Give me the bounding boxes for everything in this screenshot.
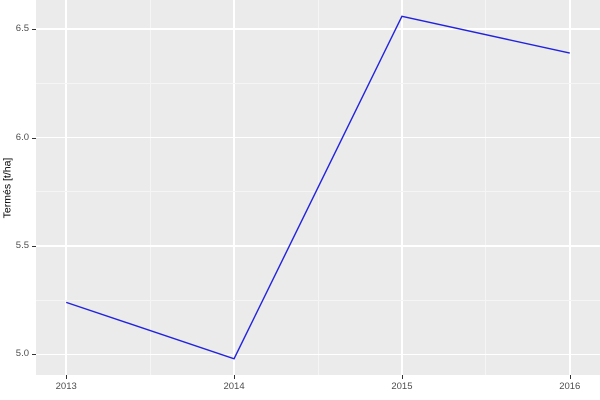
gridline-major-vertical bbox=[568, 0, 571, 375]
gridline-minor-vertical bbox=[149, 0, 151, 375]
gridline-minor-horizontal bbox=[36, 83, 600, 84]
y-axis-title-label: Termés [t/ha] bbox=[1, 157, 14, 218]
x-axis-tick-label: 2013 bbox=[55, 381, 77, 392]
y-axis-tick-mark bbox=[32, 246, 36, 247]
y-axis-title: Termés [t/ha] bbox=[0, 0, 14, 375]
gridline-major-vertical bbox=[233, 0, 235, 375]
gridline-major-vertical bbox=[65, 0, 67, 375]
y-axis-tick-label: 5.5 bbox=[15, 240, 29, 252]
x-axis-tick-mark bbox=[66, 375, 67, 379]
y-axis-tick-label: 6.0 bbox=[15, 131, 29, 143]
x-axis-tick-mark bbox=[234, 375, 235, 379]
x-axis-tick-mark bbox=[570, 375, 571, 379]
gridline-minor-horizontal bbox=[36, 191, 600, 193]
y-axis-tick-mark bbox=[32, 29, 36, 30]
x-axis-tick-mark bbox=[402, 375, 403, 379]
gridline-major-vertical bbox=[401, 0, 403, 375]
gridline-minor-horizontal bbox=[36, 299, 600, 301]
y-axis-tick-mark bbox=[32, 138, 36, 139]
series-layer bbox=[65, 15, 570, 360]
x-axis-tick-label: 2014 bbox=[223, 381, 245, 392]
gridline-major-horizontal bbox=[36, 353, 600, 356]
gridline-minor-vertical bbox=[485, 0, 487, 375]
y-axis-tick-label: 6.5 bbox=[15, 23, 29, 35]
series-line-termes bbox=[65, 15, 570, 360]
y-axis-tick-label: 5.0 bbox=[15, 348, 29, 360]
x-axis-tick-label: 2015 bbox=[391, 381, 413, 392]
x-axis-tick-label: 2016 bbox=[559, 381, 581, 392]
gridline-major-horizontal bbox=[36, 136, 600, 139]
gridline-major-horizontal bbox=[36, 28, 600, 31]
gridline-major-horizontal bbox=[36, 245, 600, 247]
y-axis-tick-mark bbox=[32, 354, 36, 355]
plot-panel bbox=[36, 0, 600, 375]
